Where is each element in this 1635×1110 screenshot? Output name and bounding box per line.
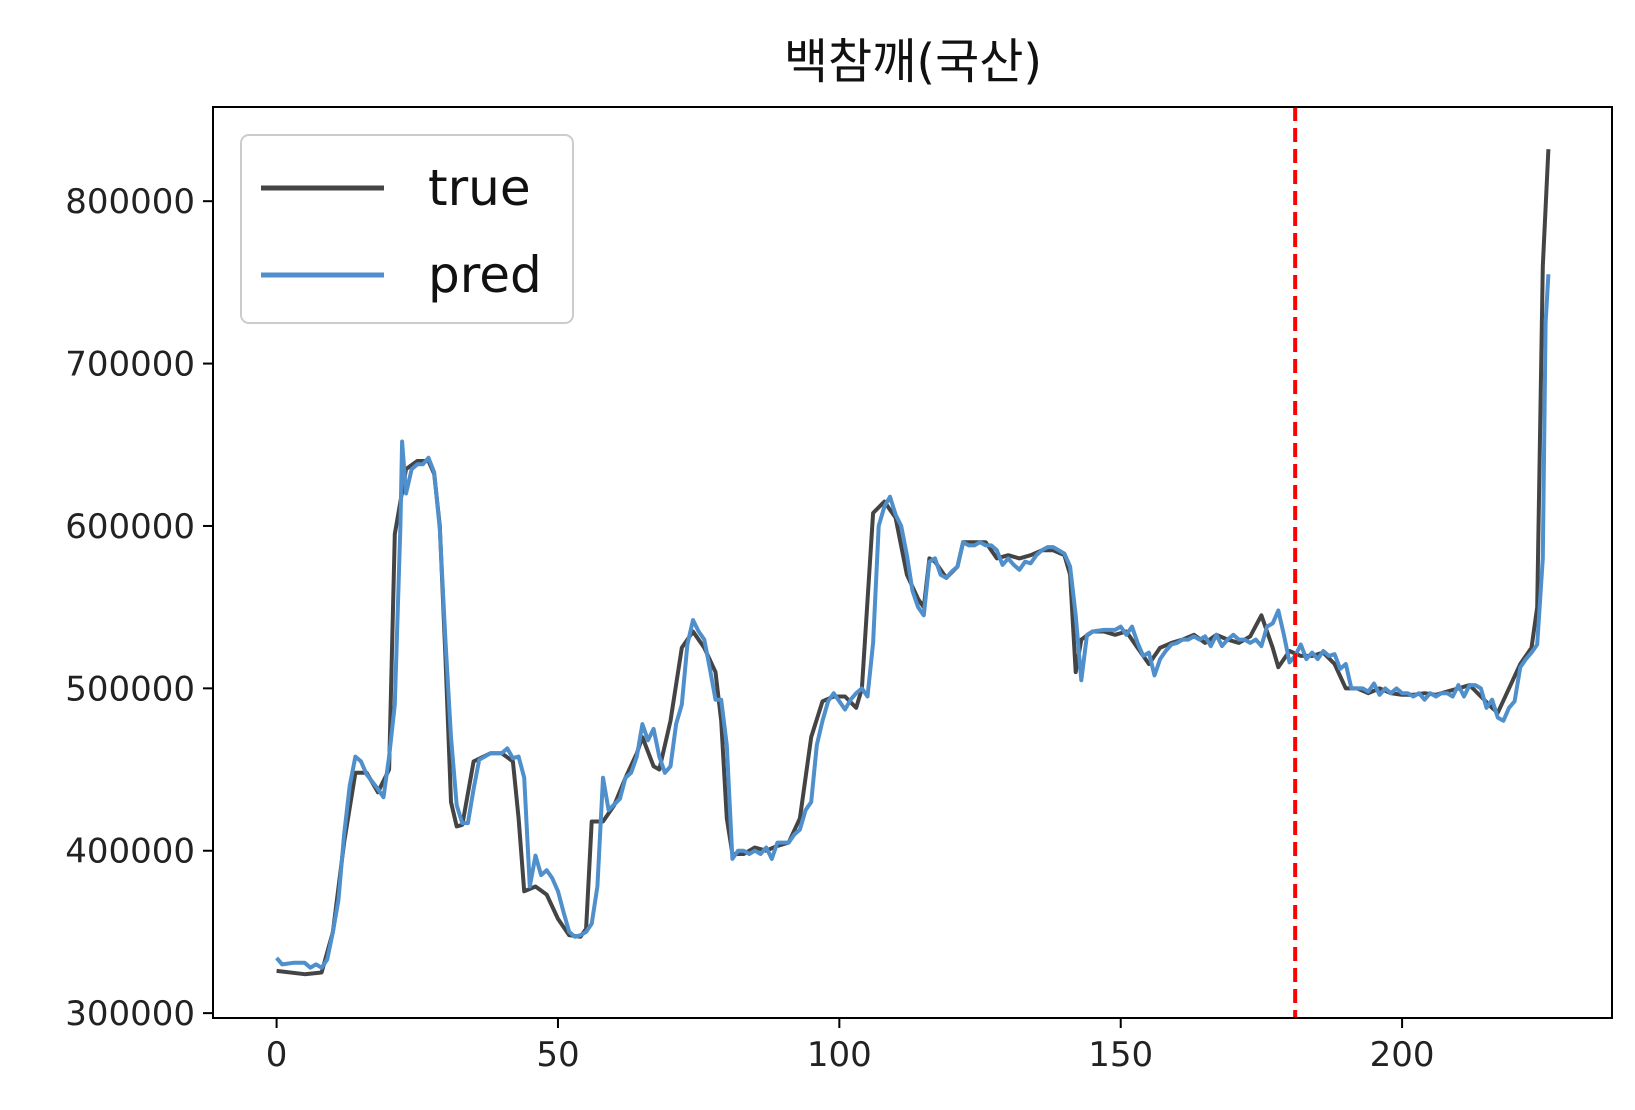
legend: true pred: [240, 134, 574, 324]
y-tick-label: 400000: [65, 832, 195, 872]
legend-label-true: true: [428, 159, 531, 217]
y-tick-label: 800000: [65, 182, 195, 222]
x-tick-label: 100: [807, 1035, 872, 1075]
x-tick-label: 150: [1088, 1035, 1153, 1075]
y-tick-label: 500000: [65, 669, 195, 709]
axes: 0 50 100 150 200 300000 400000 500000 600000 7000…: [65, 106, 1613, 1075]
x-tick-label: 200: [1370, 1035, 1435, 1075]
y-tick-label: 300000: [65, 994, 195, 1034]
x-tick-label: 0: [266, 1035, 288, 1075]
plot-area: [275, 107, 1551, 1018]
chart-title: 백참깨(국산): [784, 34, 1042, 90]
y-tick-label: 600000: [65, 507, 195, 547]
legend-label-pred: pred: [428, 246, 542, 304]
x-tick-label: 50: [536, 1035, 579, 1075]
plot-frame: [212, 106, 1613, 1019]
y-tick-label: 700000: [65, 345, 195, 385]
series-line-pred: [275, 274, 1551, 970]
